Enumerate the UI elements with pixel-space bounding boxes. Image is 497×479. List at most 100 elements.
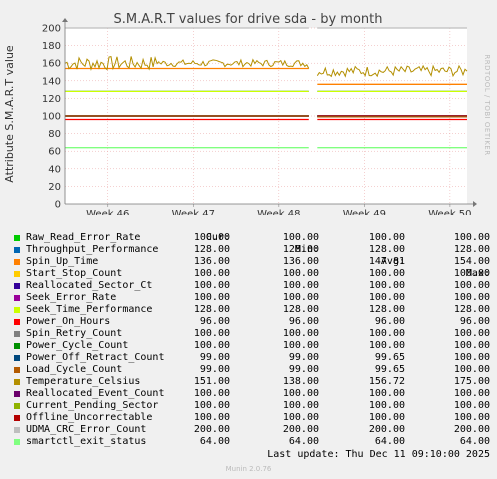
legend-min: 64.00 — [288, 436, 319, 447]
legend-swatch — [14, 307, 20, 313]
y-tick-label: 40 — [48, 164, 61, 175]
legend-min: 99.00 — [288, 352, 319, 363]
legend-swatch — [14, 247, 20, 253]
legend-cur: 100.00 — [193, 280, 230, 291]
legend-name: Raw_Read_Error_Rate — [26, 232, 141, 243]
legend-swatch — [14, 271, 20, 277]
legend-swatch — [14, 343, 20, 349]
legend-cur: 128.00 — [193, 304, 230, 315]
legend-avg: 147.81 — [368, 256, 405, 267]
chart: S.M.A.R.T values for drive sda - by mont… — [3, 12, 491, 215]
legend-avg: 100.00 — [368, 400, 405, 411]
legend-avg: 100.00 — [368, 232, 405, 243]
legend-avg: 100.00 — [368, 388, 405, 399]
legend-min: 138.00 — [282, 376, 319, 387]
legend-row: Raw_Read_Error_Rate 100.00 100.00 100.00 100… — [10, 232, 490, 244]
chart-title: S.M.A.R.T values for drive sda - by mont… — [114, 12, 383, 27]
legend-cur: 99.00 — [199, 352, 230, 363]
legend-header: Cur: Min: Avg: Max: — [10, 220, 490, 279]
legend-row: Offline_Uncorrectable 100.00 100.00 100.00 1… — [10, 412, 490, 424]
y-tick-label: 100 — [42, 112, 61, 123]
legend-max: 100.00 — [453, 352, 490, 363]
legend-swatch — [14, 295, 20, 301]
legend-row: Throughput_Performance 128.00 128.00 128.00… — [10, 244, 490, 256]
legend-avg: 96.00 — [374, 316, 405, 327]
legend-cur: 100.00 — [193, 232, 230, 243]
y-axis-arrow-icon — [62, 18, 68, 22]
legend-swatch — [14, 427, 20, 433]
y-axis-label: Attribute S.M.A.R.T value — [3, 45, 16, 183]
legend-cur: 100.00 — [193, 412, 230, 423]
legend-max: 100.00 — [453, 388, 490, 399]
legend-min: 100.00 — [282, 268, 319, 279]
legend-name: Current_Pending_Sector — [26, 400, 159, 411]
legend-avg: 156.72 — [368, 376, 405, 387]
y-tick-label: 80 — [48, 129, 61, 140]
legend-max: 128.00 — [453, 244, 490, 255]
series-line-temperature_celsius — [316, 64, 468, 78]
legend-swatch — [14, 367, 20, 373]
legend-max: 100.00 — [453, 340, 490, 351]
legend-min: 100.00 — [282, 400, 319, 411]
legend-max: 100.00 — [453, 364, 490, 375]
legend-avg: 200.00 — [368, 424, 405, 435]
legend-avg: 100.00 — [368, 292, 405, 303]
legend-avg: 100.00 — [368, 340, 405, 351]
series-line-temperature_celsius — [64, 55, 160, 72]
legend-name: Spin_Retry_Count — [26, 328, 123, 339]
legend-name: Power_Off_Retract_Count — [26, 352, 165, 363]
y-tick-label: 140 — [42, 76, 61, 87]
legend-table: Cur: Min: Avg: Max: Raw_Read_Error_Rate 1… — [10, 220, 490, 448]
legend-min: 200.00 — [282, 424, 319, 435]
legend-min: 100.00 — [282, 388, 319, 399]
legend-row: Seek_Error_Rate 100.00 100.00 100.00 100.00 — [10, 292, 490, 304]
legend-max: 100.00 — [453, 400, 490, 411]
legend-name: Throughput_Performance — [26, 244, 159, 255]
legend-cur: 100.00 — [193, 400, 230, 411]
legend-avg: 99.65 — [374, 364, 405, 375]
legend-max: 100.00 — [453, 232, 490, 243]
header-min: Min: — [294, 244, 319, 255]
legend-cur: 151.00 — [193, 376, 230, 387]
header-avg: Avg: — [380, 256, 405, 267]
legend-cur: 100.00 — [193, 292, 230, 303]
legend-row: Reallocated_Sector_Ct 100.00 100.00 100.00 1… — [10, 280, 490, 292]
legend-max: 154.00 — [453, 256, 490, 267]
legend-swatch — [14, 415, 20, 421]
legend-cur: 136.00 — [193, 256, 230, 267]
legend-swatch — [14, 331, 20, 337]
x-tick-label: Week 49 — [343, 209, 386, 215]
y-tick-label: 0 — [55, 200, 61, 211]
legend-cur: 64.00 — [199, 436, 230, 447]
legend-min: 100.00 — [282, 292, 319, 303]
y-tick-label: 60 — [48, 147, 61, 158]
legend-cur: 100.00 — [193, 340, 230, 351]
legend-min: 96.00 — [288, 316, 319, 327]
legend-cur: 96.00 — [199, 316, 230, 327]
legend-min: 128.00 — [282, 244, 319, 255]
x-tick-label: Week 50 — [428, 209, 471, 215]
y-tick-label: 120 — [42, 94, 61, 105]
legend-min: 100.00 — [282, 412, 319, 423]
legend-cur: 128.00 — [193, 244, 230, 255]
legend-max: 100.00 — [453, 280, 490, 291]
y-tick-label: 160 — [42, 59, 61, 70]
series-line-temperature_celsius — [158, 58, 310, 69]
legend-row: Spin_Up_Time 136.00 136.00 147.81 154.00 — [10, 256, 490, 268]
legend-name: Power_Cycle_Count — [26, 340, 129, 351]
legend-cur: 99.00 — [199, 364, 230, 375]
legend-min: 99.00 — [288, 364, 319, 375]
legend-row: Start_Stop_Count 100.00 100.00 100.00 100.00 — [10, 268, 490, 280]
side-watermark: RRDTOOL / TOBI OETIKER — [483, 54, 491, 155]
legend-name: Temperature_Celsius — [26, 376, 141, 387]
legend-max: 100.00 — [453, 292, 490, 303]
legend-row: Seek_Time_Performance 128.00 128.00 128.00 1… — [10, 304, 490, 316]
legend-avg: 128.00 — [368, 304, 405, 315]
x-tick-label: Week 48 — [257, 209, 300, 215]
legend-row: Power_Off_Retract_Count 99.00 99.00 99.65 10… — [10, 352, 490, 364]
legend-row: Spin_Retry_Count 100.00 100.00 100.00 100.00 — [10, 328, 490, 340]
legend-min: 128.00 — [282, 304, 319, 315]
legend-max: 100.00 — [453, 268, 490, 279]
legend-cur: 100.00 — [193, 328, 230, 339]
legend-max: 64.00 — [459, 436, 490, 447]
